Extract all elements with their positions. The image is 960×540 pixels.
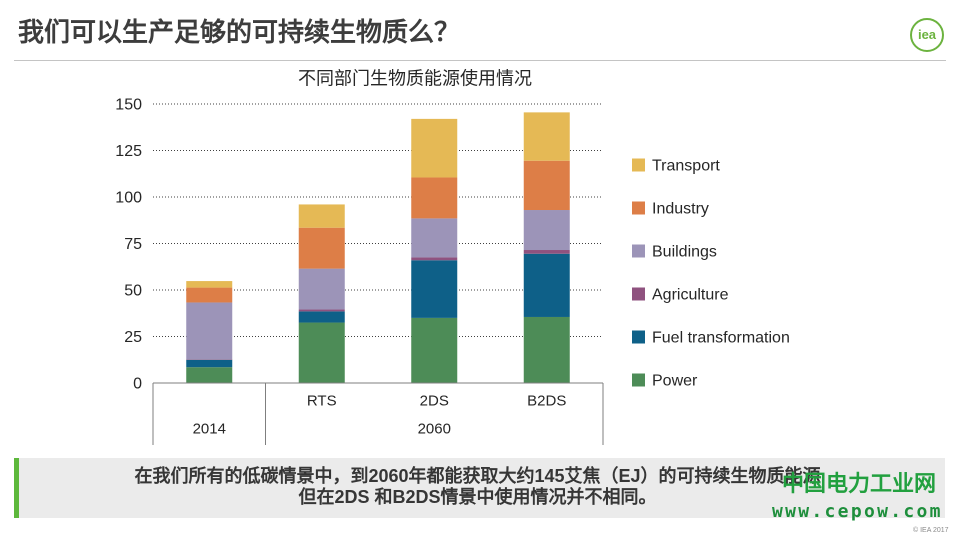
bar-transport-2060-2ds	[411, 118, 458, 178]
group-label-2014: 2014	[193, 421, 226, 438]
bar-industry-2060-2ds	[411, 177, 458, 219]
bar-power-2014	[186, 367, 233, 383]
bar-agriculture-2060-2ds	[411, 257, 458, 261]
bar-power-2060-b2ds	[523, 316, 570, 383]
legend-swatch-agriculture	[632, 287, 645, 301]
bar-power-2060-2ds	[411, 317, 458, 383]
bar-power-2060-rts	[298, 322, 345, 383]
banner-line-2: 但在2DS 和B2DS情景中使用情况并不相同。	[298, 487, 657, 507]
category-label-rts: RTS	[307, 393, 337, 410]
bar-buildings-2060-b2ds	[523, 210, 570, 251]
bar-buildings-2060-rts	[298, 268, 345, 310]
legend-swatch-buildings	[632, 244, 645, 258]
copyright-notice: © IEA 2017	[913, 527, 949, 534]
y-tick-label-75: 75	[124, 236, 142, 253]
category-label-2ds: 2DS	[420, 393, 449, 410]
legend-item-power: Power	[632, 373, 698, 390]
y-tick-label-100: 100	[115, 190, 142, 207]
title-divider	[14, 60, 946, 61]
chart-title: 不同部门生物质能源使用情况	[298, 69, 532, 89]
bar-industry-2014	[186, 287, 233, 303]
legend-item-industry: Industry	[632, 201, 709, 218]
banner-line-1: 在我们所有的低碳情景中，到2060年都能获取大约145艾焦（EJ）的可持续生物质…	[134, 466, 821, 486]
bar-agriculture-2060-rts	[298, 309, 345, 312]
y-tick-label-25: 25	[124, 329, 142, 346]
legend-label-fuel-transformation: Fuel transformation	[652, 330, 790, 347]
iea-logo: iea	[910, 18, 944, 52]
legend-label-agriculture: Agriculture	[652, 287, 729, 304]
legend-swatch-fuel-transformation	[632, 330, 645, 344]
bar-buildings-2060-2ds	[411, 218, 458, 258]
legend-label-transport: Transport	[652, 158, 720, 175]
bar-agriculture-2060-b2ds	[523, 250, 570, 254]
bar-fuel-transformation-2014	[186, 359, 233, 368]
y-tick-label-150: 150	[115, 97, 142, 114]
legend-label-buildings: Buildings	[652, 244, 717, 261]
legend-swatch-industry	[632, 201, 645, 215]
bar-transport-2060-b2ds	[523, 112, 570, 161]
bar-fuel-transformation-2060-rts	[298, 311, 345, 323]
legend-item-agriculture: Agriculture	[632, 287, 729, 304]
bar-transport-2014	[186, 281, 233, 288]
bar-transport-2060-rts	[298, 204, 345, 228]
bars	[186, 112, 570, 383]
bar-industry-2060-b2ds	[523, 160, 570, 211]
category-label-b2ds: B2DS	[527, 393, 566, 410]
y-tick-label-50: 50	[124, 283, 142, 300]
key-message-banner: 在我们所有的低碳情景中，到2060年都能获取大约145艾焦（EJ）的可持续生物质…	[14, 458, 945, 518]
bar-industry-2060-rts	[298, 227, 345, 269]
bar-agriculture-2014	[186, 359, 233, 360]
legend-item-buildings: Buildings	[632, 244, 717, 261]
legend-item-fuel-transformation: Fuel transformation	[632, 330, 790, 347]
bar-buildings-2014	[186, 302, 233, 360]
legend-label-industry: Industry	[652, 201, 709, 218]
y-axis-ticks: 0 25 50 75 100 125 150	[115, 97, 142, 393]
category-axis	[152, 382, 604, 445]
y-tick-label-125: 125	[115, 143, 142, 160]
group-label-2060: 2060	[418, 421, 451, 438]
watermark-site-name: 中国电力工业网	[782, 471, 937, 496]
category-labels: 2014 2060 RTS 2DS B2DS	[193, 393, 567, 438]
bar-fuel-transformation-2060-b2ds	[523, 253, 570, 317]
legend-swatch-transport	[632, 158, 645, 172]
y-tick-label-0: 0	[133, 376, 142, 393]
bar-fuel-transformation-2060-2ds	[411, 260, 458, 318]
biomass-stacked-bar-chart: 不同部门生物质能源使用情况 0 25 50 75 100 125 150 2014 2060 R…	[115, 69, 790, 445]
watermark-url: www.cepow.com	[772, 501, 943, 522]
legend-swatch-power	[632, 373, 645, 387]
slide-title: 我们可以生产足够的可持续生物质么？	[18, 17, 461, 47]
legend: Transport Industry Buildings Agriculture Fue…	[632, 158, 790, 390]
legend-label-power: Power	[652, 373, 698, 390]
legend-item-transport: Transport	[632, 158, 720, 175]
